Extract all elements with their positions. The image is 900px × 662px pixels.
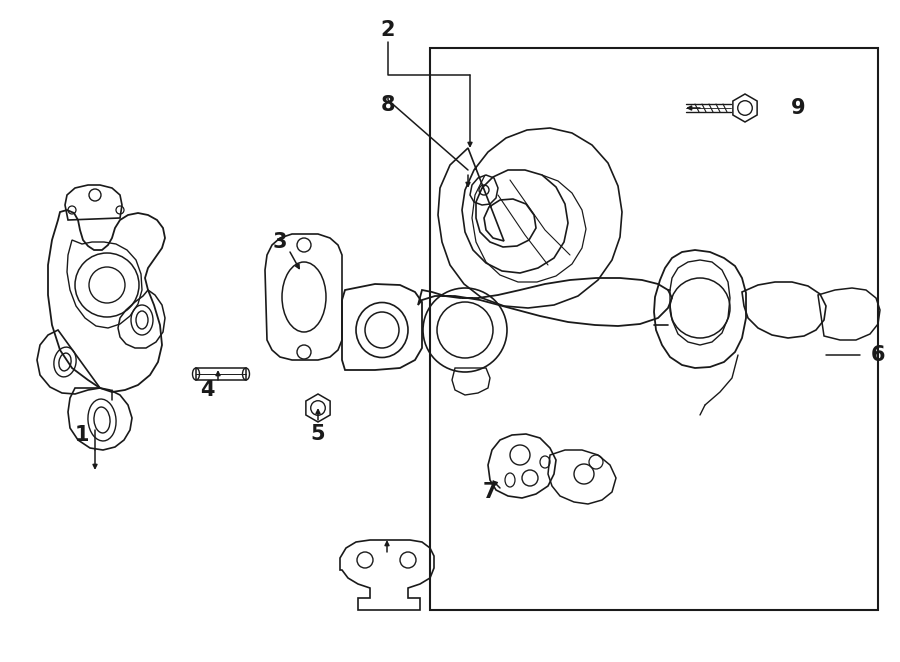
- Text: 3: 3: [273, 232, 287, 252]
- Text: 4: 4: [200, 380, 214, 400]
- Text: 5: 5: [310, 424, 325, 444]
- Text: 6: 6: [871, 345, 886, 365]
- Text: 7: 7: [482, 482, 498, 502]
- Text: 1: 1: [75, 425, 89, 445]
- Text: 2: 2: [381, 20, 395, 40]
- Text: 9: 9: [791, 98, 806, 118]
- Text: 8: 8: [381, 95, 395, 115]
